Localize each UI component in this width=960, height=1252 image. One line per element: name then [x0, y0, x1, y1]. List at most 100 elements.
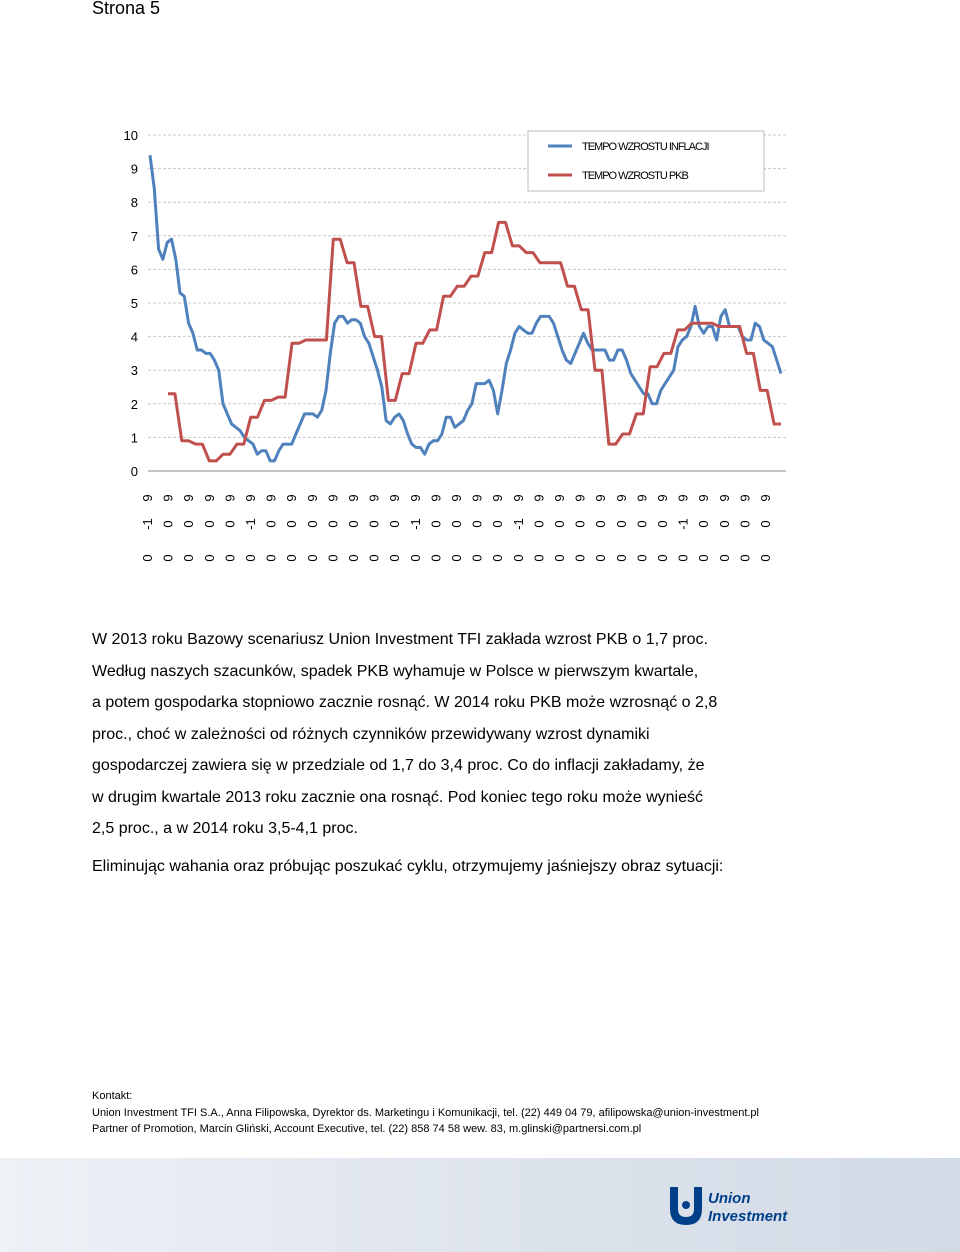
x-tick-label: 0: [696, 520, 711, 527]
x-tick-label: 0: [202, 554, 217, 561]
x-tick-label: 9: [325, 494, 340, 501]
y-tick-label: 6: [131, 262, 138, 277]
x-tick-label: 0: [325, 554, 340, 561]
x-tick-label: 9: [181, 494, 196, 501]
x-tick-label: 0: [243, 554, 258, 561]
x-tick-label: -1: [676, 518, 691, 530]
page-number: Strona 5: [92, 0, 161, 18]
x-tick-label: 0: [387, 520, 402, 527]
x-tick-label: 9: [490, 494, 505, 501]
y-tick-label: 2: [131, 397, 138, 412]
x-tick-label: 0: [737, 520, 752, 527]
y-tick-label: 1: [131, 430, 138, 445]
x-tick-label: 0: [387, 554, 402, 561]
logo-mark-icon: [670, 1187, 702, 1225]
y-tick-label: 0: [131, 464, 138, 479]
x-axis-tick-labels: 9-109009009009009-1090090090090090090090…: [140, 494, 773, 561]
x-tick-label: 0: [573, 554, 588, 561]
x-tick-label: 0: [181, 520, 196, 527]
x-tick-label: 0: [490, 554, 505, 561]
x-tick-label: 9: [222, 494, 237, 501]
x-tick-label: 0: [140, 554, 155, 561]
x-tick-label: 0: [408, 554, 423, 561]
x-tick-label: 0: [614, 520, 629, 527]
x-tick-label: 0: [181, 554, 196, 561]
x-tick-label: 0: [531, 554, 546, 561]
x-tick-label: 0: [367, 520, 382, 527]
x-tick-label: 0: [264, 520, 279, 527]
y-tick-label: 3: [131, 363, 138, 378]
x-tick-label: 0: [655, 554, 670, 561]
x-tick-label: 0: [717, 554, 732, 561]
x-tick-label: 0: [470, 520, 485, 527]
logo-text-investment: Investment: [708, 1208, 788, 1225]
x-tick-label: 0: [696, 554, 711, 561]
x-tick-label: 0: [676, 554, 691, 561]
x-tick-label: 0: [634, 554, 649, 561]
intro-sentence: Eliminując wahania oraz próbując poszuka…: [92, 858, 724, 875]
x-tick-label: 0: [552, 554, 567, 561]
x-tick-label: 9: [408, 494, 423, 501]
x-tick-label: 9: [614, 494, 629, 501]
x-tick-label: 9: [676, 494, 691, 501]
x-tick-label: 0: [490, 520, 505, 527]
x-tick-label: 9: [140, 494, 155, 501]
x-tick-label: 9: [202, 494, 217, 501]
y-tick-label: 8: [131, 195, 138, 210]
x-tick-label: -1: [243, 518, 258, 530]
logo-text-union: Union: [708, 1190, 751, 1207]
x-tick-label: 9: [305, 494, 320, 501]
contact-block: Kontakt: Union Investment TFI S.A., Anna…: [92, 1088, 852, 1138]
x-tick-label: 0: [552, 520, 567, 527]
y-axis-tick-labels: 0 1 2 3 4 5 6 7 8 9 10: [124, 128, 138, 479]
body-line: Według naszych szacunków, spadek PKB wyh…: [92, 662, 699, 680]
x-tick-label: 0: [305, 520, 320, 527]
x-tick-label: 0: [758, 554, 773, 561]
x-tick-label: 0: [449, 554, 464, 561]
x-tick-label: 9: [531, 494, 546, 501]
x-tick-label: 0: [614, 554, 629, 561]
x-tick-label: 0: [202, 520, 217, 527]
x-tick-label: 0: [593, 520, 608, 527]
legend-label-gdp: TEMPO WZROSTU PKB: [582, 170, 689, 182]
x-tick-label: 0: [737, 554, 752, 561]
x-tick-label: 0: [161, 554, 176, 561]
y-tick-label: 7: [131, 229, 138, 244]
body-line: proc., choć w zależności od różnych czyn…: [92, 725, 650, 743]
x-tick-label: 0: [428, 554, 443, 561]
x-tick-label: 0: [325, 520, 340, 527]
x-tick-label: 9: [593, 494, 608, 501]
x-tick-label: 9: [449, 494, 464, 501]
legend: TEMPO WZROSTU INFLACJI TEMPO WZROSTU PKB: [527, 130, 765, 192]
x-tick-label: 0: [346, 520, 361, 527]
chart-series: [148, 155, 783, 463]
chart-gridlines: [148, 134, 786, 438]
x-tick-label: 9: [428, 494, 443, 501]
x-tick-label: 9: [284, 494, 299, 501]
x-tick-label: 0: [634, 520, 649, 527]
body-line: gospodarczej zawiera się w przedziale od…: [92, 757, 705, 774]
x-tick-label: 0: [470, 554, 485, 561]
x-tick-label: 0: [428, 520, 443, 527]
x-tick-label: 0: [449, 520, 464, 527]
y-tick-label: 4: [131, 330, 138, 345]
union-investment-logo: Union Investment: [670, 1187, 788, 1225]
x-tick-label: 0: [161, 520, 176, 527]
y-tick-label: 10: [124, 128, 138, 143]
body-line: 2,5 proc., a w 2014 roku 3,5-4,1 proc.: [92, 820, 358, 837]
x-tick-label: 9: [346, 494, 361, 501]
contact-line-1: Union Investment TFI S.A., Anna Filipows…: [92, 1106, 759, 1119]
x-tick-label: 9: [552, 494, 567, 501]
series-line-gdp: [168, 220, 781, 463]
x-tick-label: 0: [367, 554, 382, 561]
contact-label: Kontakt:: [92, 1090, 133, 1102]
x-tick-label: 0: [511, 554, 526, 561]
body-line: W 2013 roku Bazowy scenariusz Union Inve…: [92, 631, 708, 648]
x-tick-label: 9: [655, 494, 670, 501]
x-tick-label: -1: [511, 518, 526, 530]
x-tick-label: -1: [408, 518, 423, 530]
x-tick-label: 9: [243, 494, 258, 501]
x-tick-label: 9: [161, 494, 176, 501]
x-tick-label: 9: [717, 494, 732, 501]
